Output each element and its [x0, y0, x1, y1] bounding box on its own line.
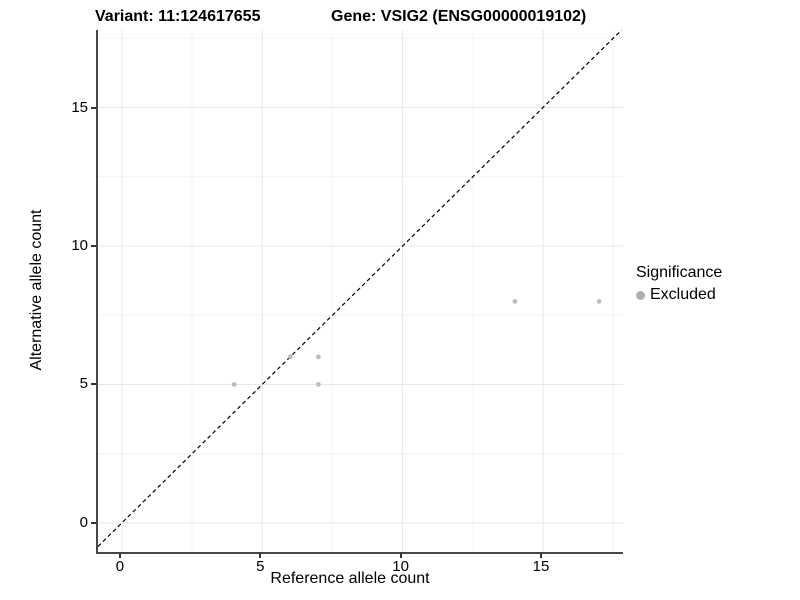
- y-axis-title: Alternative allele count: [28, 209, 45, 371]
- legend: Significance Excluded: [636, 264, 722, 304]
- x-tick-mark: [399, 553, 402, 558]
- y-tick-label: 15: [71, 98, 88, 116]
- y-tick-mark: [91, 106, 96, 109]
- y-tick-label: 0: [79, 513, 88, 531]
- x-tick-label: 10: [392, 558, 409, 575]
- legend-item-label: Excluded: [650, 286, 716, 303]
- identity-line: [98, 30, 623, 547]
- data-point: [512, 298, 518, 304]
- y-tick-label: 10: [71, 237, 88, 254]
- x-tick-mark: [259, 553, 262, 558]
- y-tick-label: 5: [79, 375, 88, 393]
- legend-title: Significance: [636, 264, 723, 281]
- legend-item-excluded: Excluded: [636, 286, 722, 304]
- plot-title-variant: Variant: 11:124617655: [95, 8, 261, 25]
- data-point: [596, 298, 602, 304]
- x-tick-label: 15: [532, 558, 550, 575]
- x-axis-title: Reference allele count: [270, 570, 430, 587]
- plot-title-gene: Gene: VSIG2 (ENSG00000019102): [331, 8, 587, 25]
- data-point: [287, 354, 293, 360]
- x-tick-mark: [118, 553, 121, 558]
- y-tick-mark: [91, 521, 96, 524]
- data-point: [231, 382, 237, 387]
- data-point: [315, 382, 321, 387]
- x-tick-mark: [539, 553, 542, 558]
- x-tick-label: 0: [115, 558, 125, 575]
- data-point: [315, 354, 321, 360]
- plot-panel: [96, 30, 623, 554]
- x-tick-label: 5: [256, 558, 265, 575]
- y-tick-mark: [91, 245, 96, 247]
- scatter-plot-canvas: [98, 30, 623, 552]
- legend-key-point-icon: [636, 290, 645, 300]
- y-tick-mark: [91, 383, 96, 386]
